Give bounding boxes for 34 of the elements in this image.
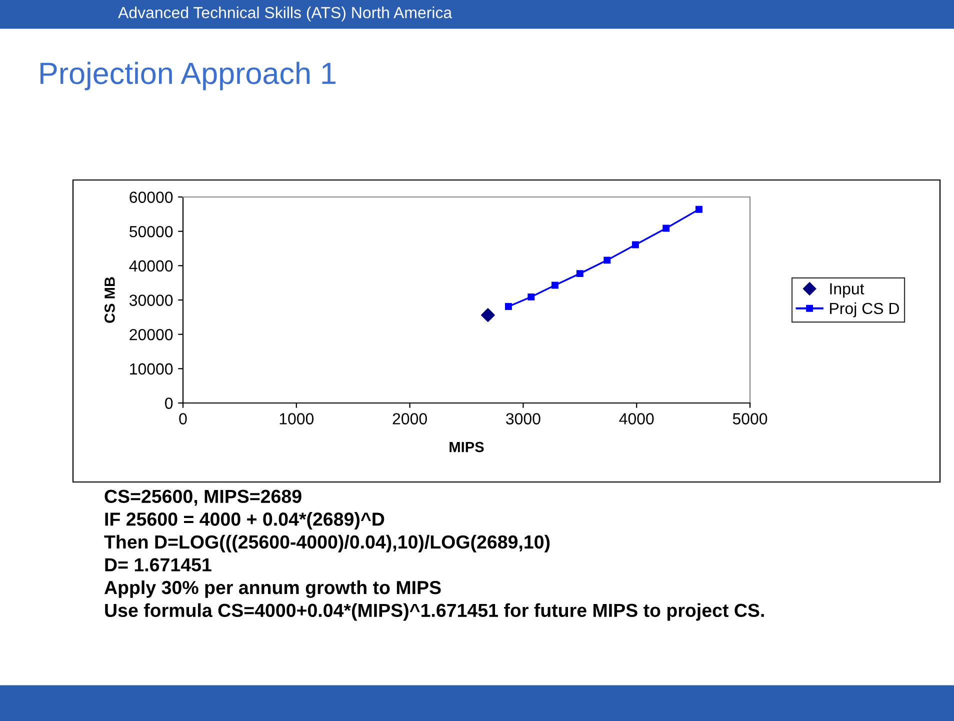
text: Use formula CS=4000+0.04*(MIPS)^1.671451 for future MIPS to project CS.: [105, 603, 764, 621]
text: Then D=LOG(((25600-4000)/0.04),10)/LOG(2689,10): [104, 534, 550, 552]
chart-title: Projection Approach 1: [40, 62, 336, 90]
legend-label: Proj CS D: [830, 302, 899, 318]
point: [632, 241, 639, 248]
x-tick-label: 3000: [506, 413, 540, 424]
x-tick-label: 2000: [392, 413, 427, 424]
text: CS=25600, MIPS=2689: [104, 490, 302, 506]
text: D= 1.671451: [105, 558, 212, 572]
text: IF 25600 = 4000 + 0.04*(2689)^D: [105, 512, 384, 530]
x-tick-label: 0: [179, 413, 187, 424]
y-tick-label: 60000: [130, 192, 173, 203]
point: [481, 308, 495, 322]
point: [695, 206, 702, 213]
text: Apply 30% per annum growth to MIPS: [104, 580, 441, 598]
y-tick-label: 50000: [130, 226, 173, 238]
point: [662, 224, 670, 232]
point: [604, 256, 611, 264]
y-axis-title: CS MB: [104, 277, 115, 323]
y-tick-label: 30000: [129, 294, 173, 306]
y-tick-label: 20000: [130, 328, 173, 340]
legend-label: Input: [830, 283, 864, 298]
y-tick-label: 40000: [129, 260, 173, 272]
x-tick-label: 5000: [732, 413, 768, 424]
x-axis-title: MIPS: [450, 442, 484, 452]
point: [576, 270, 584, 278]
y-tick-label: 10000: [130, 363, 173, 375]
y-tick-label: 0: [165, 398, 173, 409]
point: [551, 282, 558, 289]
point: [504, 303, 512, 310]
x-tick-label: 4000: [619, 413, 654, 424]
chart-subtitle: Advanced Technical Skills (ATS) North America: [118, 6, 452, 22]
x-tick-label: 1000: [280, 413, 314, 424]
point: [528, 293, 535, 300]
